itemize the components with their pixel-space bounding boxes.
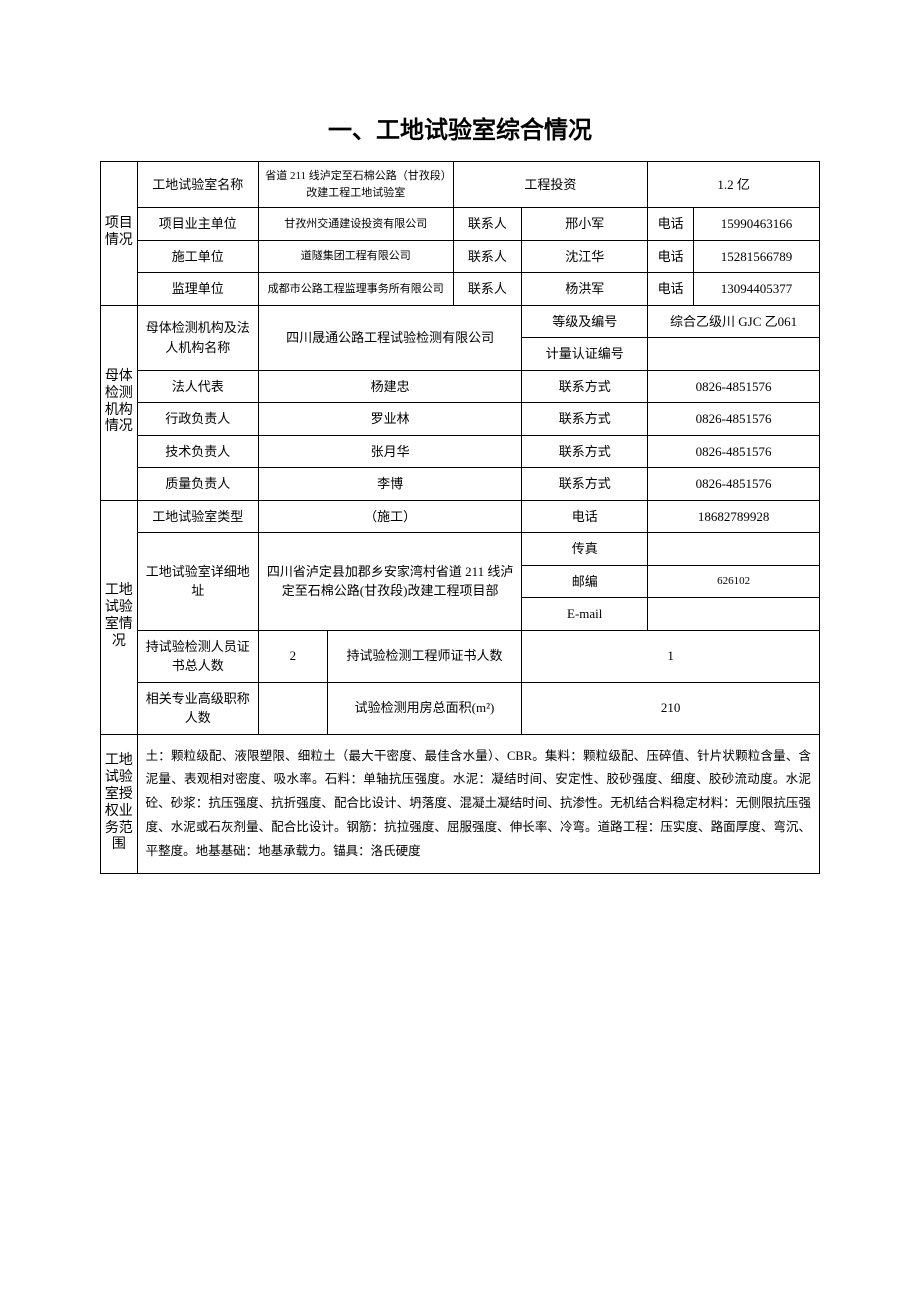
investment-value: 1.2 亿 (648, 162, 820, 208)
cert-staff-value: 2 (258, 630, 327, 682)
admin-value: 罗业林 (258, 403, 521, 436)
admin-contact-label: 联系方式 (522, 403, 648, 436)
contractor-value: 道隧集团工程有限公司 (258, 240, 453, 273)
site-fax-label: 传真 (522, 533, 648, 566)
cert-staff-label: 持试验检测人员证书总人数 (137, 630, 258, 682)
area-value: 210 (522, 682, 820, 734)
owner-contact-label: 联系人 (453, 208, 522, 241)
owner-phone-label: 电话 (648, 208, 694, 241)
site-email-value (648, 598, 820, 631)
supervisor-value: 成都市公路工程监理事务所有限公司 (258, 273, 453, 306)
site-email-label: E-mail (522, 598, 648, 631)
site-zip-value: 626102 (648, 565, 820, 598)
contractor-phone-value: 15281566789 (693, 240, 819, 273)
metrology-label: 计量认证编号 (522, 338, 648, 371)
lab-name-value: 省道 211 线泸定至石棉公路（甘孜段）改建工程工地试验室 (258, 162, 453, 208)
legal-rep-label: 法人代表 (137, 370, 258, 403)
quality-value: 李博 (258, 468, 521, 501)
quality-phone: 0826-4851576 (648, 468, 820, 501)
site-phone-value: 18682789928 (648, 500, 820, 533)
metrology-value (648, 338, 820, 371)
supervisor-contact-value: 杨洪军 (522, 273, 648, 306)
legal-rep-value: 杨建忠 (258, 370, 521, 403)
eng-staff-value: 1 (522, 630, 820, 682)
page-title: 一、工地试验室综合情况 (100, 110, 820, 145)
tech-label: 技术负责人 (137, 435, 258, 468)
quality-label: 质量负责人 (137, 468, 258, 501)
owner-value: 甘孜州交通建设投资有限公司 (258, 208, 453, 241)
supervisor-phone-label: 电话 (648, 273, 694, 306)
tech-contact-label: 联系方式 (522, 435, 648, 468)
supervisor-label: 监理单位 (137, 273, 258, 306)
scope-text: 土：颗粒级配、液限塑限、细粒土（最大干密度、最佳含水量）、CBR。集料：颗粒级配… (137, 734, 819, 874)
site-address-label: 工地试验室详细地址 (137, 533, 258, 631)
contractor-contact-label: 联系人 (453, 240, 522, 273)
grade-label: 等级及编号 (522, 305, 648, 338)
site-address-value: 四川省泸定县加郡乡安家湾村省道 211 线泸定至石棉公路(甘孜段)改建工程项目部 (258, 533, 521, 631)
legal-rep-contact-label: 联系方式 (522, 370, 648, 403)
area-label: 试验检测用房总面积(m²) (327, 682, 522, 734)
legal-rep-phone: 0826-4851576 (648, 370, 820, 403)
admin-label: 行政负责人 (137, 403, 258, 436)
supervisor-contact-label: 联系人 (453, 273, 522, 306)
senior-label: 相关专业高级职称人数 (137, 682, 258, 734)
site-type-label: 工地试验室类型 (137, 500, 258, 533)
contractor-contact-value: 沈江华 (522, 240, 648, 273)
grade-value: 综合乙级川 GJC 乙061 (648, 305, 820, 338)
contractor-label: 施工单位 (137, 240, 258, 273)
lab-name-label: 工地试验室名称 (137, 162, 258, 208)
admin-phone: 0826-4851576 (648, 403, 820, 436)
tech-phone: 0826-4851576 (648, 435, 820, 468)
site-type-value: （施工） (258, 500, 521, 533)
site-phone-label: 电话 (522, 500, 648, 533)
section-project-label: 项目情况 (101, 162, 138, 306)
comprehensive-table: 项目情况 工地试验室名称 省道 211 线泸定至石棉公路（甘孜段）改建工程工地试… (100, 161, 820, 874)
parent-org-value: 四川晟通公路工程试验检测有限公司 (258, 305, 521, 370)
site-zip-label: 邮编 (522, 565, 648, 598)
senior-value (258, 682, 327, 734)
section-site-label: 工地试验室情况 (101, 500, 138, 734)
eng-staff-label: 持试验检测工程师证书人数 (327, 630, 522, 682)
contractor-phone-label: 电话 (648, 240, 694, 273)
parent-org-label: 母体检测机构及法人机构名称 (137, 305, 258, 370)
investment-label: 工程投资 (453, 162, 648, 208)
quality-contact-label: 联系方式 (522, 468, 648, 501)
section-scope-label: 工地试验室授权业务范围 (101, 734, 138, 874)
tech-value: 张月华 (258, 435, 521, 468)
supervisor-phone-value: 13094405377 (693, 273, 819, 306)
site-fax-value (648, 533, 820, 566)
owner-phone-value: 15990463166 (693, 208, 819, 241)
owner-contact-value: 邢小军 (522, 208, 648, 241)
section-parent-label: 母体检测机构情况 (101, 305, 138, 500)
owner-label: 项目业主单位 (137, 208, 258, 241)
